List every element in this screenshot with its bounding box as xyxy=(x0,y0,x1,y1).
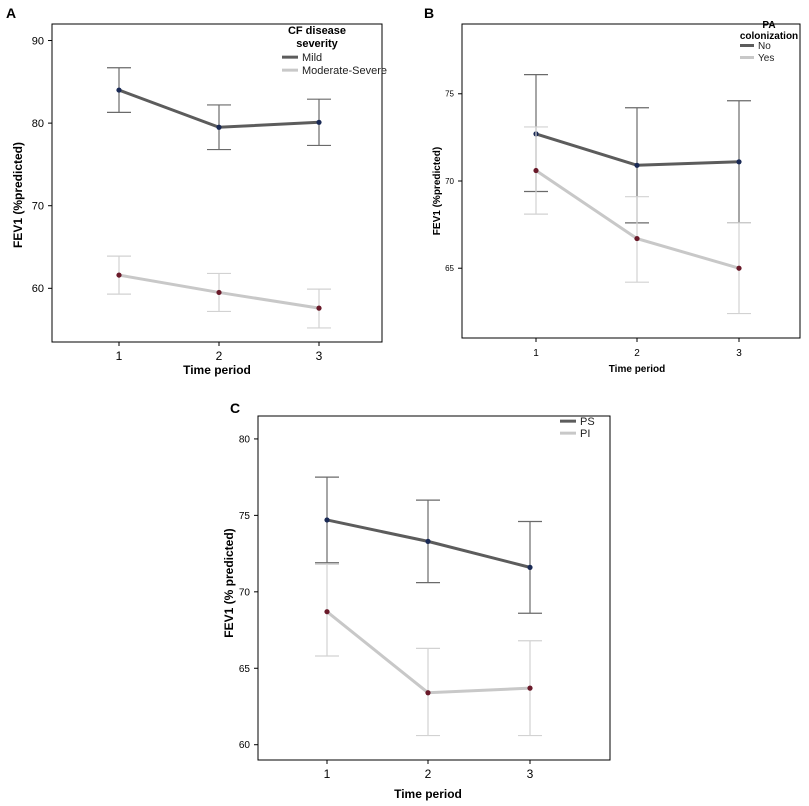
x-tick-label: 1 xyxy=(324,767,331,781)
y-tick-label: 70 xyxy=(445,177,454,186)
y-tick-label: 75 xyxy=(239,511,251,522)
y-tick-label: 60 xyxy=(32,283,44,295)
data-point-ps xyxy=(527,564,533,570)
x-tick-label: 2 xyxy=(216,349,223,363)
data-point-yes xyxy=(533,167,539,174)
x-tick-label: 2 xyxy=(425,767,432,781)
y-axis-title: FEV1 (%predicted) xyxy=(11,142,25,248)
x-tick-label: 1 xyxy=(533,348,539,359)
data-point-yes xyxy=(736,265,742,271)
data-point-pi xyxy=(527,685,533,691)
x-tick-label: 3 xyxy=(736,348,742,359)
y-tick-label: 80 xyxy=(239,434,251,445)
data-point-pi xyxy=(324,609,330,615)
x-axis-title: Time period xyxy=(609,364,666,375)
y-axis-title: FEV1 (%predicted) xyxy=(432,147,443,235)
x-tick-label: 3 xyxy=(527,767,534,781)
x-tick-label: 3 xyxy=(316,349,323,363)
data-point-ps xyxy=(425,538,431,544)
y-axis-title: FEV1 (% predicted) xyxy=(222,528,236,637)
y-tick-label: 70 xyxy=(32,201,44,213)
x-axis-title: Time period xyxy=(183,363,251,377)
panel-letter-a: A xyxy=(6,5,16,21)
data-point-moderate-severe xyxy=(116,272,122,278)
data-point-mild xyxy=(316,119,322,125)
y-tick-label: 75 xyxy=(445,90,454,99)
legend-label-moderate-severe: Moderate-Severe xyxy=(302,65,387,77)
legend-label-ps: PS xyxy=(580,416,595,428)
x-tick-label: 2 xyxy=(634,348,640,359)
legend-title: colonization xyxy=(740,31,798,42)
data-point-moderate-severe xyxy=(316,305,322,311)
y-tick-label: 60 xyxy=(239,740,251,751)
plot-frame xyxy=(461,23,801,339)
plot-frame xyxy=(51,23,383,343)
legend-label-pi: PI xyxy=(580,428,590,440)
data-point-no xyxy=(736,159,742,165)
legend-label-mild: Mild xyxy=(302,52,322,64)
legend-title: CF disease xyxy=(288,25,346,37)
legend-title: severity xyxy=(296,38,338,50)
legend-label-no: No xyxy=(758,41,771,52)
x-axis-title: Time period xyxy=(394,787,462,801)
data-point-yes xyxy=(634,235,640,242)
x-tick-label: 1 xyxy=(116,349,123,363)
data-point-no xyxy=(634,162,640,168)
plot-frame xyxy=(257,415,611,761)
data-point-mild xyxy=(116,87,122,93)
y-tick-label: 70 xyxy=(239,587,251,598)
legend-label-yes: Yes xyxy=(758,53,774,64)
y-tick-label: 90 xyxy=(32,35,44,47)
data-point-moderate-severe xyxy=(216,289,222,296)
y-tick-label: 80 xyxy=(32,118,44,130)
data-point-ps xyxy=(324,517,330,523)
panel-letter-b: B xyxy=(424,5,434,21)
legend-title: PA xyxy=(762,20,775,31)
y-tick-label: 65 xyxy=(445,264,454,273)
data-point-pi xyxy=(425,690,431,696)
y-tick-label: 65 xyxy=(239,664,251,675)
panel-letter-c: C xyxy=(230,400,240,416)
data-point-mild xyxy=(216,124,222,130)
